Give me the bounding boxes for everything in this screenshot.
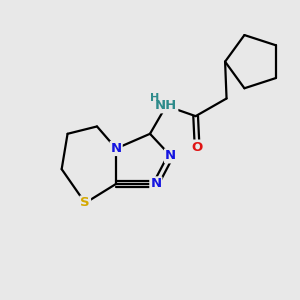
- Text: N: N: [165, 149, 176, 162]
- Text: NH: NH: [155, 99, 177, 112]
- Text: H: H: [150, 93, 160, 103]
- Text: N: N: [150, 177, 161, 190]
- Text: S: S: [80, 196, 90, 209]
- Text: O: O: [191, 141, 203, 154]
- Text: N: N: [111, 142, 122, 155]
